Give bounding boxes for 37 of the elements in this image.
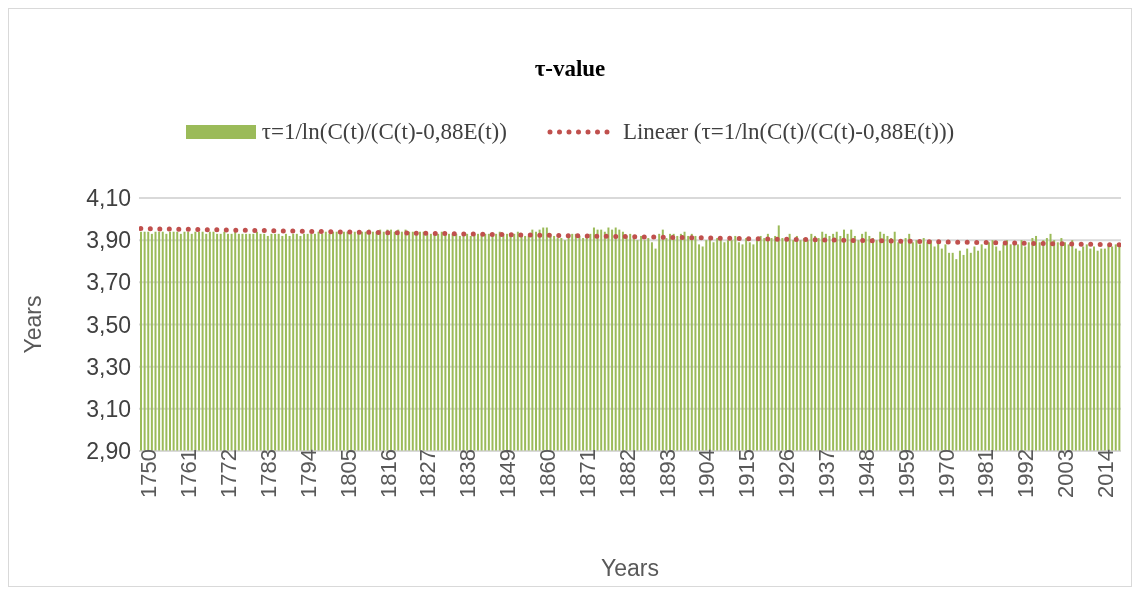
x-tick-label: 1959	[893, 449, 919, 498]
y-tick-label: 4,10	[86, 185, 131, 212]
x-tick-label: 1860	[535, 449, 561, 498]
x-tick-label: 1750	[136, 449, 162, 498]
y-axis-title: Years	[20, 295, 47, 354]
x-tick-label: 1948	[853, 449, 879, 498]
x-tick-label: 1827	[415, 449, 441, 498]
x-tick-label: 1992	[1013, 449, 1039, 498]
x-tick-label: 1904	[694, 449, 720, 498]
x-tick-label: 1783	[256, 449, 282, 498]
x-tick-label: 1893	[654, 449, 680, 498]
x-tick-label: 1805	[335, 449, 361, 498]
x-tick-label: 1772	[216, 449, 242, 498]
x-tick-label: 1882	[614, 449, 640, 498]
x-tick-label: 1871	[574, 449, 600, 498]
x-tick-label: 1915	[734, 449, 760, 498]
y-tick-label: 3,30	[86, 353, 131, 380]
y-tick-label: 3,70	[86, 269, 131, 296]
x-tick-label: 2003	[1053, 449, 1079, 498]
y-tick-label: 3,50	[86, 311, 131, 338]
legend-label: Lineær (τ=1/ln(C(t)/(C(t)-0,88E(t)))	[622, 119, 955, 145]
x-tick-label: 1849	[495, 449, 521, 498]
y-tick-label: 3,10	[86, 396, 131, 422]
x-tick-label: 1816	[375, 449, 401, 498]
x-tick-label: 1970	[933, 449, 959, 498]
x-tick-label: 1937	[814, 449, 840, 498]
x-tick-label: 1926	[774, 449, 800, 498]
chart-title: τ-value	[533, 56, 607, 82]
x-tick-label: 1838	[455, 449, 481, 498]
x-tick-label: 1794	[295, 449, 321, 498]
x-tick-label: 2014	[1093, 449, 1119, 498]
x-tick-label: 1981	[973, 449, 999, 498]
y-tick-label: 3,90	[86, 227, 131, 254]
legend-label: τ=1/ln(C(t)/(C(t)-0,88E(t))	[261, 119, 507, 145]
y-tick-label: 2,90	[86, 438, 131, 465]
x-tick-label: 1761	[176, 449, 202, 498]
x-axis-title: Years	[601, 555, 659, 581]
